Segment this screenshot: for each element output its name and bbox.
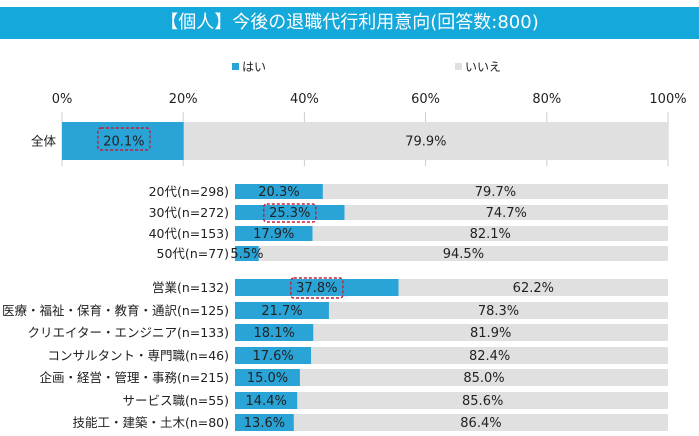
data-label-yes: 14.4% (246, 394, 287, 409)
bar-yes (235, 392, 298, 409)
legend-swatch-yes (232, 63, 239, 70)
data-label-no: 81.9% (470, 326, 511, 341)
bar-yes (235, 226, 313, 241)
legend-label-yes: はい (242, 60, 266, 74)
x-tick-label: 0% (52, 92, 73, 107)
data-label-no: 74.7% (486, 206, 527, 221)
category-label: 営業(n=132) (152, 280, 229, 295)
bar-yes (235, 184, 323, 199)
category-label: 企画・経営・管理・事務(n=215) (39, 370, 229, 385)
legend-swatch-no (455, 63, 462, 70)
data-label-no: 78.3% (478, 304, 519, 319)
x-tick-label: 80% (532, 92, 561, 107)
bar-no (312, 226, 668, 241)
bar-no (299, 369, 668, 386)
data-label-no: 79.9% (405, 135, 446, 150)
bar-yes (235, 302, 329, 319)
data-label-no: 62.2% (513, 281, 554, 296)
category-label: 全体 (31, 134, 57, 149)
bar-no (258, 246, 668, 261)
data-label-yes: 20.1% (103, 135, 144, 150)
highlight-box (290, 277, 344, 299)
bar-no (398, 279, 668, 296)
highlight-box (97, 127, 151, 151)
highlight-box (263, 203, 317, 223)
bar-no (293, 414, 668, 431)
bar-no (297, 392, 668, 409)
category-label: 30代(n=272) (149, 205, 229, 220)
bar-yes (235, 414, 294, 431)
data-label-no: 82.1% (470, 227, 511, 242)
chart-title: 【個人】今後の退職代行利用意向(回答数:800) (0, 7, 699, 39)
data-label-no: 82.4% (469, 349, 510, 364)
data-label-no: 79.7% (475, 185, 516, 200)
bar-no (344, 205, 668, 220)
category-label: サービス職(n=55) (122, 393, 229, 408)
data-label-yes: 13.6% (244, 416, 285, 431)
data-label-yes: 37.8% (296, 281, 337, 296)
data-label-yes: 20.3% (258, 185, 299, 200)
x-tick-label: 40% (290, 92, 319, 107)
bar-yes (235, 324, 314, 341)
data-label-yes: 15.0% (247, 371, 288, 386)
bar-yes (235, 347, 312, 364)
bar-yes (235, 369, 300, 386)
data-label-yes: 21.7% (261, 304, 302, 319)
data-label-yes: 25.3% (269, 206, 310, 221)
data-label-no: 94.5% (443, 247, 484, 262)
bar-no (183, 122, 668, 160)
x-tick-label: 20% (169, 92, 198, 107)
category-label: コンサルタント・専門職(n=46) (47, 348, 229, 363)
data-label-yes: 5.5% (230, 247, 263, 262)
bar-yes (235, 246, 259, 261)
bar-no (313, 324, 668, 341)
category-label: 技能工・建築・土木(n=80) (72, 415, 229, 430)
category-label: 50代(n=77) (157, 246, 229, 261)
category-label: 医療・福祉・保育・教育・通訳(n=125) (2, 303, 229, 318)
category-label: 20代(n=298) (149, 184, 229, 199)
category-label: 40代(n=153) (149, 226, 229, 241)
data-label-yes: 17.6% (252, 349, 293, 364)
x-tick-label: 60% (411, 92, 440, 107)
legend-label-no: いいえ (465, 60, 501, 74)
data-label-yes: 17.9% (253, 227, 294, 242)
category-label: クリエイター・エンジニア(n=133) (27, 325, 229, 340)
data-label-yes: 18.1% (254, 326, 295, 341)
bar-no (328, 302, 668, 319)
bar-yes (235, 205, 345, 220)
data-label-no: 86.4% (460, 416, 501, 431)
bar-no (311, 347, 668, 364)
bar-no (322, 184, 668, 199)
data-label-no: 85.6% (462, 394, 503, 409)
x-tick-label: 100% (649, 92, 686, 107)
data-label-no: 85.0% (463, 371, 504, 386)
bar-yes (235, 279, 399, 296)
